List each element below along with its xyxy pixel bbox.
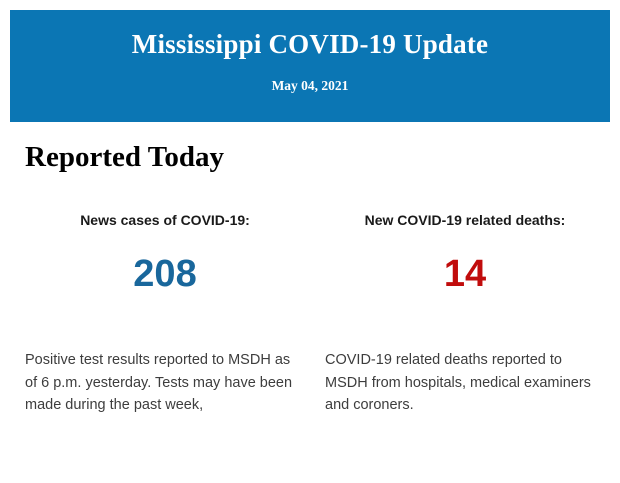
report-date: May 04, 2021 <box>271 78 349 93</box>
stats-row: News cases of COVID-19: 208 Positive tes… <box>25 213 605 417</box>
new-deaths-label: New COVID-19 related deaths: <box>364 212 566 228</box>
newsletter-header: Mississippi COVID-19 Update May 04, 2021 <box>10 10 610 122</box>
stat-new-cases: News cases of COVID-19: 208 Positive tes… <box>25 213 305 417</box>
new-cases-description: Positive test results reported to MSDH a… <box>25 352 293 413</box>
new-deaths-description: COVID-19 related deaths reported to MSDH… <box>325 352 591 413</box>
section-heading: Reported Today <box>25 141 225 173</box>
new-deaths-value: 14 <box>443 253 487 295</box>
new-cases-value: 208 <box>133 253 197 295</box>
stat-new-deaths: New COVID-19 related deaths: 14 COVID-19… <box>325 213 605 417</box>
new-cases-label: News cases of COVID-19: <box>80 212 250 228</box>
page-title: Mississippi COVID-19 Update <box>131 29 489 59</box>
